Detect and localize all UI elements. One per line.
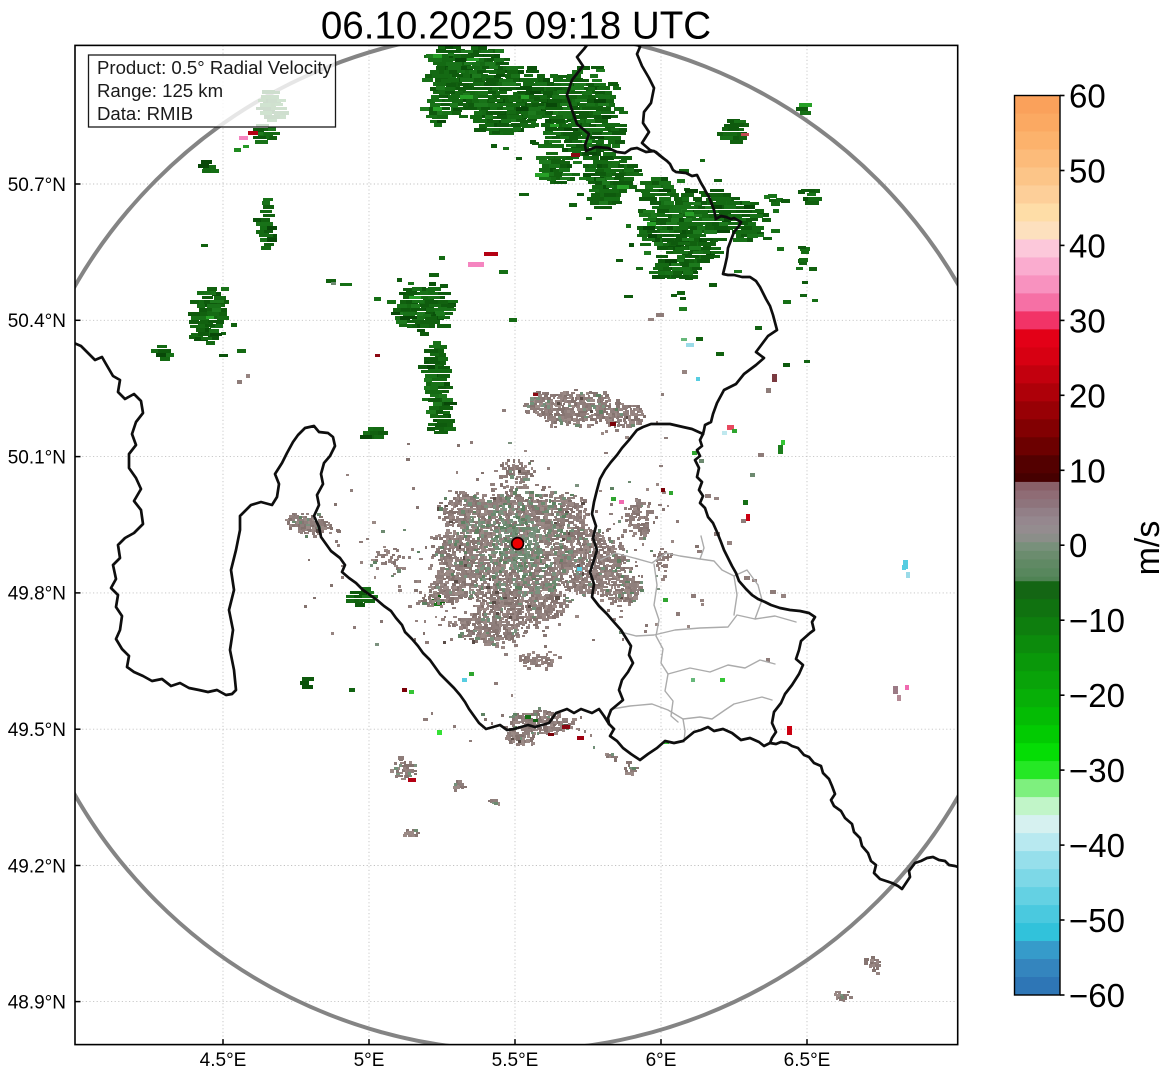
- svg-text:40: 40: [1069, 227, 1106, 264]
- svg-text:5.5°E: 5.5°E: [492, 1050, 539, 1071]
- svg-text:5°E: 5°E: [354, 1050, 385, 1071]
- svg-text:49.2°N: 49.2°N: [8, 856, 66, 877]
- svg-text:30: 30: [1069, 302, 1106, 339]
- svg-text:06.10.2025 09:18 UTC: 06.10.2025 09:18 UTC: [321, 5, 711, 48]
- svg-text:4.5°E: 4.5°E: [200, 1050, 247, 1071]
- svg-text:6°E: 6°E: [646, 1050, 677, 1071]
- svg-text:50.7°N: 50.7°N: [8, 175, 66, 196]
- svg-text:49.8°N: 49.8°N: [8, 584, 66, 605]
- svg-text:−10: −10: [1069, 602, 1125, 639]
- svg-text:6.5°E: 6.5°E: [784, 1050, 831, 1071]
- svg-text:49.5°N: 49.5°N: [8, 720, 66, 741]
- svg-text:−40: −40: [1069, 827, 1125, 864]
- svg-text:50: 50: [1069, 153, 1106, 190]
- svg-text:50.4°N: 50.4°N: [8, 311, 66, 332]
- svg-text:−20: −20: [1069, 677, 1125, 714]
- svg-text:48.9°N: 48.9°N: [8, 992, 66, 1013]
- svg-text:−50: −50: [1069, 902, 1125, 939]
- svg-text:Data: RMIB: Data: RMIB: [97, 103, 193, 124]
- svg-text:60: 60: [1069, 78, 1106, 115]
- svg-text:−30: −30: [1069, 752, 1125, 789]
- svg-text:10: 10: [1069, 452, 1106, 489]
- svg-text:Product: 0.5° Radial Velocity: Product: 0.5° Radial Velocity: [97, 57, 333, 78]
- svg-text:−60: −60: [1069, 977, 1125, 1014]
- svg-text:m/s: m/s: [1129, 521, 1167, 576]
- svg-text:20: 20: [1069, 377, 1106, 414]
- svg-text:50.1°N: 50.1°N: [8, 447, 66, 468]
- svg-text:Range: 125 km: Range: 125 km: [97, 80, 223, 101]
- svg-text:0: 0: [1069, 527, 1087, 564]
